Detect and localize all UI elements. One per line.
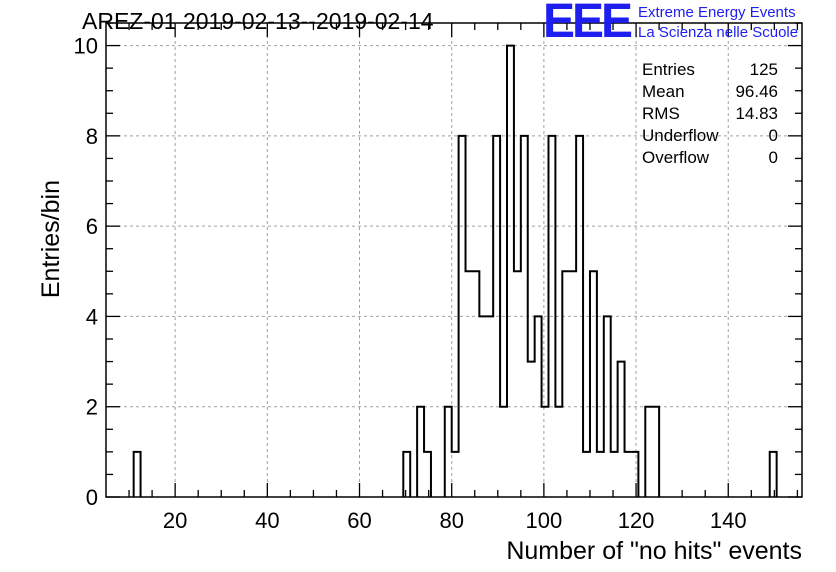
stat-label: Overflow: [642, 148, 710, 167]
y-tick-label: 4: [86, 304, 98, 329]
y-tick-label: 6: [86, 214, 98, 239]
stat-value: 14.83: [735, 104, 778, 123]
stat-label: RMS: [642, 104, 680, 123]
plot-frame: [105, 22, 803, 498]
stat-row-entries: Entries 125: [642, 59, 778, 81]
y-tick-label: 0: [86, 485, 98, 510]
x-tick-label: 60: [347, 508, 371, 533]
stat-row-underflow: Underflow 0: [642, 125, 778, 147]
x-tick-label: 40: [255, 508, 279, 533]
x-tick-label: 120: [618, 508, 655, 533]
histogram-outline: [132, 44, 778, 497]
y-tick-label: 8: [86, 124, 98, 149]
stat-row-overflow: Overflow 0: [642, 147, 778, 169]
stats-box: Entries 125 Mean 96.46 RMS 14.83 Underfl…: [642, 59, 778, 169]
plot-title: AREZ-01 2019-02-13--2019-02-14: [82, 8, 434, 34]
y-axis-label: Entries/bin: [37, 180, 65, 299]
y-tick-label: 2: [86, 395, 98, 420]
stat-label: Entries: [642, 60, 695, 79]
eee-logo-mark: EEE: [543, 0, 633, 48]
y-axis-label-wrap: Entries/bin: [4, 180, 65, 298]
stat-value: 96.46: [735, 82, 778, 101]
stat-value: 125: [749, 60, 778, 79]
stat-label: Underflow: [642, 126, 719, 145]
stat-value: 0: [768, 126, 778, 145]
eee-logo: EEE Extreme Energy Events La Scienza nel…: [543, 0, 833, 48]
x-tick-label: 20: [163, 508, 187, 533]
stat-row-mean: Mean 96.46: [642, 81, 778, 103]
stat-label: Mean: [642, 82, 685, 101]
x-tick-label: 140: [710, 508, 747, 533]
x-axis-label: Number of "no hits" events: [506, 537, 802, 565]
logo-line-2: La Scienza nelle Scuole: [638, 24, 799, 41]
y-tick-label: 10: [74, 34, 98, 59]
x-tick-label: 80: [439, 508, 463, 533]
stat-value: 0: [768, 148, 778, 167]
x-tick-label: 100: [526, 508, 563, 533]
stat-row-rms: RMS 14.83: [642, 103, 778, 125]
logo-line-1: Extreme Energy Events: [638, 4, 796, 21]
